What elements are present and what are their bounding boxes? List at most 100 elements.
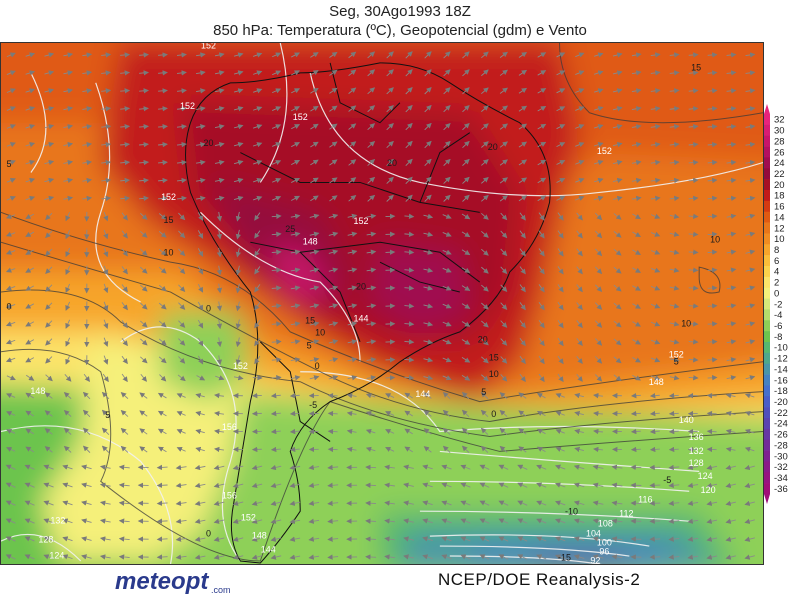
wind-arrow (423, 321, 434, 327)
wind-arrow (103, 355, 109, 365)
wind-arrow (706, 554, 718, 560)
wind-arrow (423, 357, 434, 363)
wind-arrow (557, 355, 564, 365)
colorbar-cell (764, 222, 770, 234)
wind-arrow (309, 357, 320, 363)
wind-arrow (158, 177, 168, 184)
wind-arrow (103, 247, 109, 258)
wind-arrow (65, 230, 71, 240)
wind-arrow (365, 411, 376, 417)
wind-arrow (214, 141, 225, 148)
wind-arrow (555, 429, 565, 434)
wind-arrow (24, 518, 35, 524)
temperature-label: 20 (488, 142, 498, 152)
colorbar-cell (764, 374, 770, 386)
colorbar-label: 0 (774, 288, 779, 299)
wind-arrow (726, 106, 737, 112)
wind-arrow (291, 124, 301, 130)
colorbar-cell (764, 168, 770, 180)
wind-arrow (594, 52, 604, 58)
colorbar-cell (764, 179, 770, 191)
wind-arrow (725, 554, 736, 560)
wind-arrow (669, 285, 680, 291)
wind-arrow (6, 178, 16, 183)
wind-arrow (197, 248, 204, 257)
wind-arrow (195, 428, 205, 435)
wind-arrow (518, 428, 527, 435)
wind-arrow (175, 554, 187, 560)
wind-arrow (726, 231, 737, 237)
wind-arrow (499, 392, 508, 399)
wind-arrow (462, 140, 470, 149)
geopotential-label: 120 (701, 485, 716, 495)
wind-arrow (290, 339, 301, 345)
wind-arrow (613, 213, 622, 220)
wind-arrow (481, 105, 489, 112)
wind-arrow (592, 464, 604, 470)
wind-arrow (498, 536, 509, 542)
wind-arrow (442, 303, 452, 309)
wind-arrow (461, 391, 470, 400)
wind-arrow (481, 266, 489, 274)
wind-arrow (745, 141, 756, 148)
wind-arrow (63, 409, 72, 417)
wind-arrow (631, 159, 642, 166)
wind-arrow (45, 374, 53, 382)
wind-arrow (575, 142, 585, 148)
wind-arrow (348, 69, 357, 77)
wind-arrow (139, 177, 150, 184)
wind-arrow (707, 106, 718, 112)
wind-arrow (310, 177, 319, 184)
wind-arrow (688, 195, 699, 202)
wind-arrow (460, 536, 471, 542)
colorbar-cell (764, 320, 770, 332)
wind-arrow (272, 178, 282, 183)
wind-arrow (232, 482, 244, 489)
wind-arrow (405, 104, 413, 113)
wind-arrow (290, 267, 301, 273)
wind-arrow (517, 518, 528, 524)
wind-arrow (630, 392, 641, 399)
wind-arrow (557, 230, 564, 239)
wind-arrow (216, 319, 223, 330)
wind-arrow (726, 124, 737, 130)
colorbar-cell (764, 352, 770, 365)
wind-arrow (367, 69, 376, 77)
wind-arrow (157, 410, 167, 417)
wind-arrow (706, 500, 718, 506)
wind-arrow (517, 464, 528, 470)
wind-arrow (612, 52, 623, 58)
wind-arrow (176, 159, 187, 166)
wind-arrow (612, 177, 623, 184)
wind-arrow (519, 248, 526, 257)
wind-arrow (536, 536, 547, 542)
wind-arrow (347, 267, 358, 273)
wind-arrow (24, 500, 35, 506)
wind-arrow (140, 213, 148, 220)
wind-arrow (745, 321, 756, 327)
colorbar-label: 6 (774, 256, 779, 267)
wind-arrow (178, 320, 186, 328)
wind-arrow (25, 249, 35, 255)
wind-arrow (726, 213, 737, 219)
wind-arrow (650, 70, 661, 76)
wind-arrow (309, 285, 320, 291)
wind-arrow (289, 500, 301, 506)
wind-arrow (310, 70, 319, 76)
wind-arrow (556, 124, 566, 130)
wind-arrow (481, 159, 489, 166)
wind-arrow (290, 249, 301, 255)
wind-arrow (593, 446, 603, 453)
wind-arrow (688, 267, 699, 273)
wind-arrow (140, 356, 148, 364)
wind-arrow (366, 267, 377, 273)
wind-arrow (25, 177, 36, 184)
wind-arrow (518, 177, 528, 184)
wind-arrow (611, 500, 623, 506)
wind-arrow (669, 124, 680, 130)
wind-arrow (669, 70, 680, 76)
wind-arrow (216, 247, 223, 258)
wind-arrow (270, 482, 282, 489)
wind-arrow (611, 536, 623, 542)
wind-arrow (595, 284, 603, 293)
